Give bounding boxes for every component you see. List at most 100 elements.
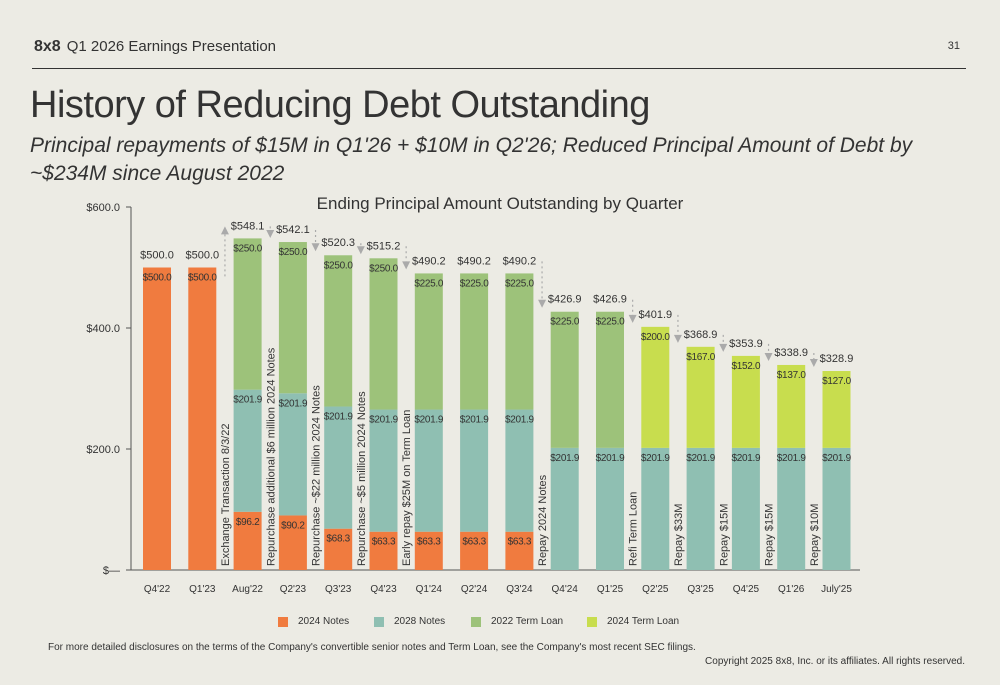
legend-label: 2022 Term Loan xyxy=(491,616,564,627)
total-label: $353.9 xyxy=(729,338,763,350)
segment-label: $90.2 xyxy=(281,520,305,531)
bar-segment xyxy=(414,409,443,532)
total-label: $426.9 xyxy=(593,294,627,306)
segment-label: $201.9 xyxy=(550,453,580,464)
segment-label: $63.3 xyxy=(462,537,486,548)
bar-segment xyxy=(233,238,262,390)
segment-label: $225.0 xyxy=(460,278,490,289)
bar-segment xyxy=(369,409,398,532)
legend-label: 2028 Notes xyxy=(394,616,446,627)
y-tick-label: $200.0 xyxy=(86,444,120,456)
annotation-arrow xyxy=(628,314,637,323)
x-tick-label: Q4'25 xyxy=(733,584,760,595)
segment-label: $96.2 xyxy=(236,517,260,528)
annotation-label: Repurchase ~$22 million 2024 Notes xyxy=(311,385,323,566)
bar-segment xyxy=(550,447,579,570)
bar-segment xyxy=(278,242,307,394)
segment-label: $152.0 xyxy=(732,361,762,372)
bar-segment xyxy=(822,447,851,570)
bar-segment xyxy=(278,393,307,516)
segment-label: $68.3 xyxy=(326,534,350,545)
total-label: $401.9 xyxy=(638,309,672,321)
legend-item: 2024 Notes xyxy=(278,616,349,627)
annotation-label: Repay $33M xyxy=(673,504,685,566)
segment-label: $201.9 xyxy=(732,453,762,464)
segment-label: $201.9 xyxy=(233,395,263,406)
segment-label: $250.0 xyxy=(279,247,309,258)
x-tick-label: July'25 xyxy=(821,584,852,595)
total-label: $368.9 xyxy=(684,329,718,341)
annotation-arrow xyxy=(356,246,365,255)
segment-label: $250.0 xyxy=(324,260,354,271)
annotation-label: Exchange Transaction 8/3/22 xyxy=(220,424,232,566)
annotation-arrow xyxy=(402,261,411,270)
x-tick-label: Q2'25 xyxy=(642,584,669,595)
bar-segment xyxy=(731,447,760,570)
bar-segment xyxy=(414,531,443,570)
bar-segment xyxy=(460,531,489,570)
segment-label: $63.3 xyxy=(508,537,532,548)
segment-label: $225.0 xyxy=(505,278,535,289)
legend-swatch xyxy=(278,616,288,627)
segment-label: $500.0 xyxy=(188,273,218,284)
x-tick-label: Q3'24 xyxy=(506,584,533,595)
segment-label: $500.0 xyxy=(143,273,173,284)
bar-segment xyxy=(596,311,624,448)
bar-segment xyxy=(550,311,579,448)
annotation-label: Repay $10M xyxy=(809,504,821,566)
y-tick-label: $— xyxy=(103,565,120,577)
bar-segment xyxy=(324,528,353,570)
x-tick-label: Q1'23 xyxy=(189,584,216,595)
x-tick-label: Aug'22 xyxy=(232,584,263,595)
chart-title: Ending Principal Amount Outstanding by Q… xyxy=(317,194,684,213)
annotation-arrow xyxy=(538,299,547,308)
total-label: $490.2 xyxy=(457,255,491,267)
segment-label: $127.0 xyxy=(822,376,852,387)
annotation-arrow xyxy=(764,352,773,361)
total-label: $542.1 xyxy=(276,224,310,236)
segment-label: $201.9 xyxy=(369,415,399,426)
bar-segment xyxy=(777,447,806,570)
segment-label: $201.9 xyxy=(460,415,490,426)
presentation-header: 8x8 Q1 2026 Earnings Presentation xyxy=(34,38,276,56)
bar-segment xyxy=(188,267,217,570)
annotation-arrow xyxy=(673,334,682,343)
segment-label: $137.0 xyxy=(777,370,807,381)
annotation-label: Repay $15M xyxy=(718,504,730,566)
annotation-arrow xyxy=(311,243,320,252)
bar-segment xyxy=(505,531,534,570)
bar-segment xyxy=(505,409,534,532)
x-tick-label: Q3'23 xyxy=(325,584,352,595)
y-tick-label: $400.0 xyxy=(86,323,120,335)
x-tick-label: Q4'24 xyxy=(552,584,579,595)
segment-label: $201.9 xyxy=(505,415,535,426)
total-label: $548.1 xyxy=(231,220,265,232)
page-title: History of Reducing Debt Outstanding xyxy=(30,84,650,126)
annotation-label: Early repay $25M on Term Loan xyxy=(401,410,413,566)
segment-label: $63.3 xyxy=(372,537,396,548)
legend-swatch xyxy=(471,616,481,627)
annotation-arrow xyxy=(266,230,275,239)
total-label: $426.9 xyxy=(548,294,582,306)
x-tick-label: Q2'23 xyxy=(280,584,307,595)
y-tick-label: $600.0 xyxy=(86,202,120,214)
x-tick-label: Q4'23 xyxy=(370,584,397,595)
x-tick-label: Q1'24 xyxy=(416,584,443,595)
copyright: Copyright 2025 8x8, Inc. or its affiliat… xyxy=(705,656,965,667)
segment-label: $225.0 xyxy=(414,278,444,289)
bar-segment xyxy=(233,389,262,512)
segment-label: $201.9 xyxy=(777,453,807,464)
chart-legend: 2024 Notes 2028 Notes 2022 Term Loan 2024 T… xyxy=(0,616,1000,632)
bar-segment xyxy=(641,447,670,570)
bar-segment xyxy=(369,258,398,410)
total-label: $500.0 xyxy=(140,250,174,262)
bar-segment xyxy=(731,355,760,448)
total-label: $520.3 xyxy=(321,237,355,249)
page-number: 31 xyxy=(947,40,960,52)
segment-label: $167.0 xyxy=(686,352,716,363)
annotation-arrow xyxy=(809,359,818,368)
legend-swatch xyxy=(374,616,384,627)
legend-item: 2028 Notes xyxy=(374,616,445,627)
segment-label: $201.9 xyxy=(641,453,671,464)
